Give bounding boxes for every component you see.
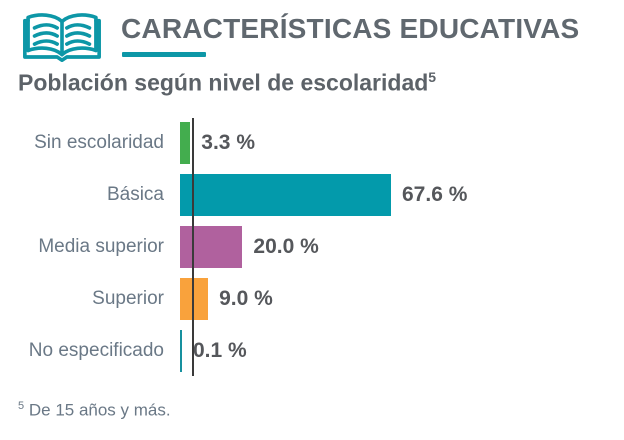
value-label: 0.1 % — [193, 339, 247, 362]
open-book-icon — [20, 10, 104, 63]
chart-row: Media superior 20.0 % — [0, 226, 624, 268]
bar-chart: Sin escolaridad 3.3 % Básica 67.6 % Medi… — [0, 118, 624, 382]
bar — [180, 330, 182, 372]
bar — [180, 226, 243, 268]
chart-row: No especificado 0.1 % — [0, 330, 624, 372]
chart-title-text: Población según nivel de escolaridad — [18, 69, 429, 96]
category-label: Sin escolaridad — [34, 132, 164, 153]
chart-row: Superior 9.0 % — [0, 278, 624, 320]
value-label: 67.6 % — [402, 183, 468, 206]
bar — [180, 122, 191, 164]
footnote-text: De 15 años y más. — [28, 400, 171, 420]
chart-title: Población según nivel de escolaridad5 — [18, 69, 436, 97]
section-title: CARACTERÍSTICAS EDUCATIVAS — [121, 13, 580, 44]
value-label: 20.0 % — [253, 235, 319, 258]
value-label: 9.0 % — [219, 287, 273, 310]
value-label: 3.3 % — [201, 131, 255, 154]
axis-line — [192, 118, 194, 376]
chart-rows: Sin escolaridad 3.3 % Básica 67.6 % Medi… — [0, 122, 624, 372]
category-label: Media superior — [38, 236, 164, 257]
bar — [180, 174, 391, 216]
chart-row: Básica 67.6 % — [0, 174, 624, 216]
bar — [180, 278, 209, 320]
footnote: 5 De 15 años y más. — [18, 400, 171, 421]
chart-title-superscript: 5 — [428, 69, 437, 85]
chart-row: Sin escolaridad 3.3 % — [0, 122, 624, 164]
category-label: Superior — [92, 288, 164, 309]
title-underline — [122, 52, 206, 57]
footnote-superscript: 5 — [18, 400, 25, 412]
category-label: Básica — [106, 184, 164, 205]
category-label: No especificado — [28, 340, 164, 361]
